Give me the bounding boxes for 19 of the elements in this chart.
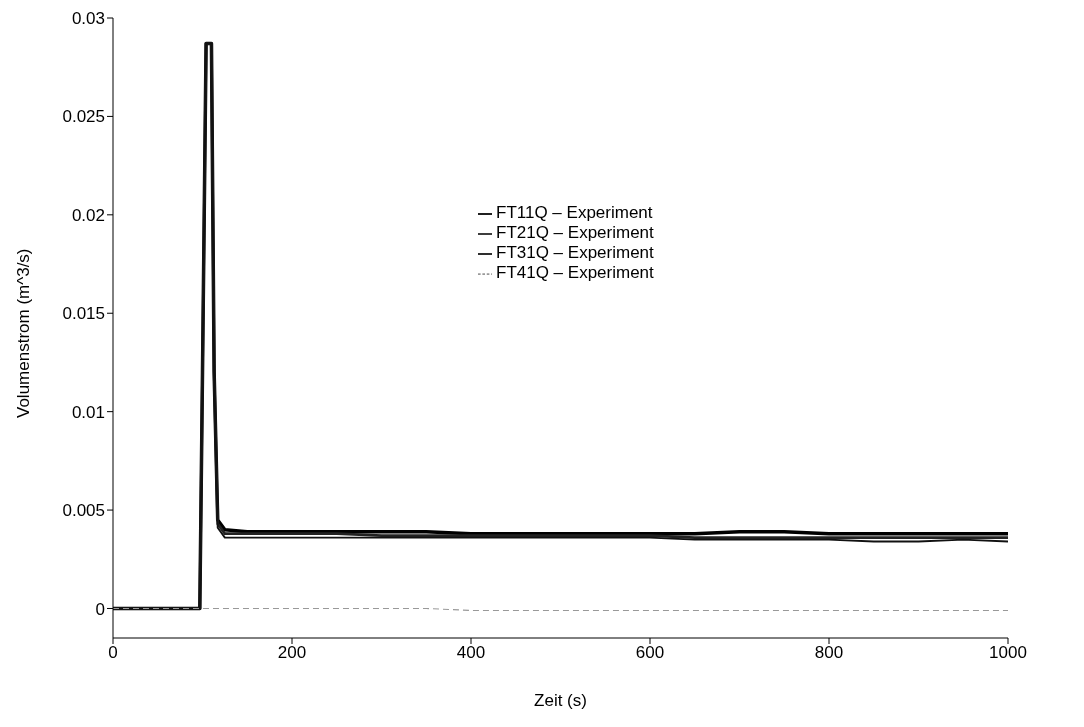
x-tick-label: 0 <box>108 643 118 663</box>
y-tick-label: 0.02 <box>71 205 105 225</box>
x-tick-label: 400 <box>456 643 486 663</box>
legend-label: FT21Q – Experiment <box>496 223 654 242</box>
legend-label: FT41Q – Experiment <box>496 263 654 282</box>
y-axis-title: Volumenstrom (m^3/s) <box>14 248 34 418</box>
y-tick-label: 0.025 <box>62 107 105 127</box>
x-tick-label: 800 <box>814 643 844 663</box>
y-tick-label: 0 <box>95 599 105 619</box>
x-tick-label: 600 <box>635 643 665 663</box>
x-tick-label: 200 <box>277 643 307 663</box>
y-tick-label: 0.01 <box>71 402 105 422</box>
y-tick-label: 0.005 <box>62 501 105 521</box>
x-tick-label: 1000 <box>989 643 1027 663</box>
x-axis-title: Zeit (s) <box>534 691 587 710</box>
y-tick-label: 0.03 <box>71 9 105 29</box>
legend-label: FT11Q – Experiment <box>496 203 653 222</box>
legend-label: FT31Q – Experiment <box>496 243 654 262</box>
y-tick-label: 0.015 <box>62 304 105 324</box>
